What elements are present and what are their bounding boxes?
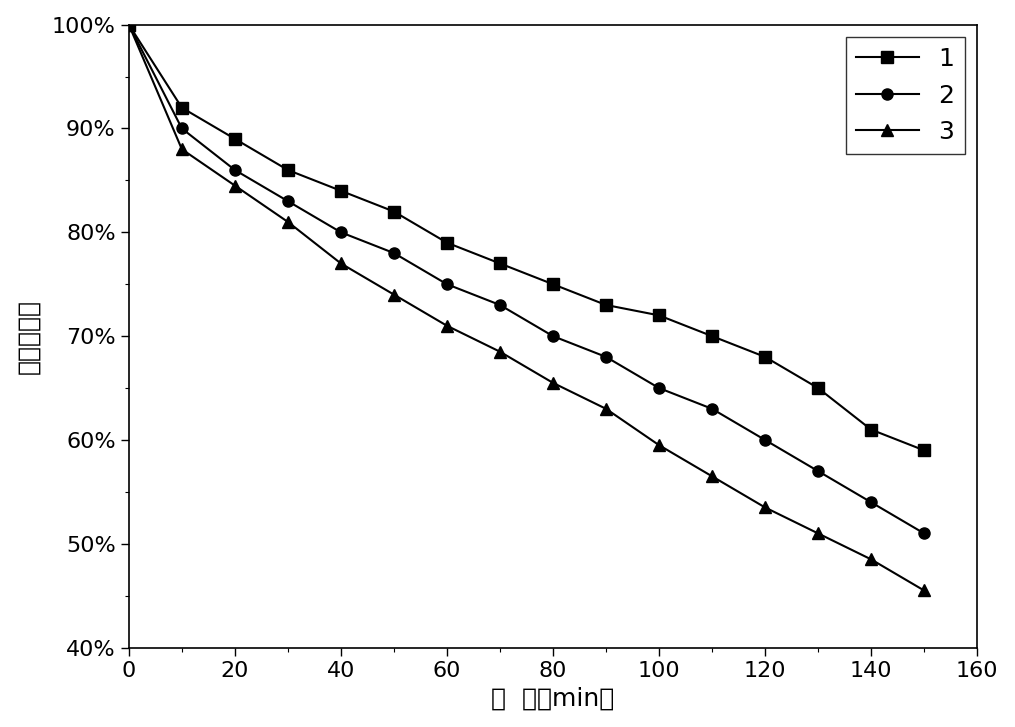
2 <box>759 435 771 444</box>
2 <box>494 301 506 310</box>
1 <box>123 20 135 29</box>
3 <box>176 145 188 153</box>
3 <box>865 555 877 563</box>
2 <box>547 332 559 340</box>
1 <box>547 280 559 289</box>
Line: 3: 3 <box>123 19 930 596</box>
2 <box>388 249 400 257</box>
1 <box>600 301 612 310</box>
1 <box>653 311 665 320</box>
2 <box>812 467 824 475</box>
2 <box>653 384 665 393</box>
2 <box>865 498 877 507</box>
1 <box>865 425 877 434</box>
3 <box>123 20 135 29</box>
2 <box>705 404 718 413</box>
3 <box>600 404 612 413</box>
3 <box>388 290 400 299</box>
2 <box>176 124 188 133</box>
2 <box>441 280 453 289</box>
2 <box>282 197 294 206</box>
2 <box>335 228 347 237</box>
3 <box>812 529 824 538</box>
1 <box>705 332 718 340</box>
3 <box>282 217 294 226</box>
1 <box>812 384 824 393</box>
2 <box>228 166 241 174</box>
Line: 2: 2 <box>123 19 930 539</box>
3 <box>547 379 559 387</box>
3 <box>653 441 665 449</box>
3 <box>441 321 453 330</box>
1 <box>494 259 506 268</box>
3 <box>335 259 347 268</box>
1 <box>918 446 930 454</box>
Legend: 1, 2, 3: 1, 2, 3 <box>847 37 964 154</box>
1 <box>176 103 188 112</box>
3 <box>918 586 930 595</box>
2 <box>123 20 135 29</box>
1 <box>759 353 771 361</box>
Y-axis label: 肆态去除率: 肆态去除率 <box>16 299 41 374</box>
Line: 1: 1 <box>123 19 930 456</box>
1 <box>335 186 347 195</box>
1 <box>441 238 453 247</box>
1 <box>282 166 294 174</box>
1 <box>388 207 400 216</box>
2 <box>600 353 612 361</box>
3 <box>705 472 718 481</box>
3 <box>759 503 771 512</box>
X-axis label: 时  间（min）: 时 间（min） <box>491 686 615 710</box>
1 <box>228 134 241 143</box>
3 <box>494 348 506 356</box>
3 <box>228 181 241 190</box>
2 <box>918 529 930 538</box>
